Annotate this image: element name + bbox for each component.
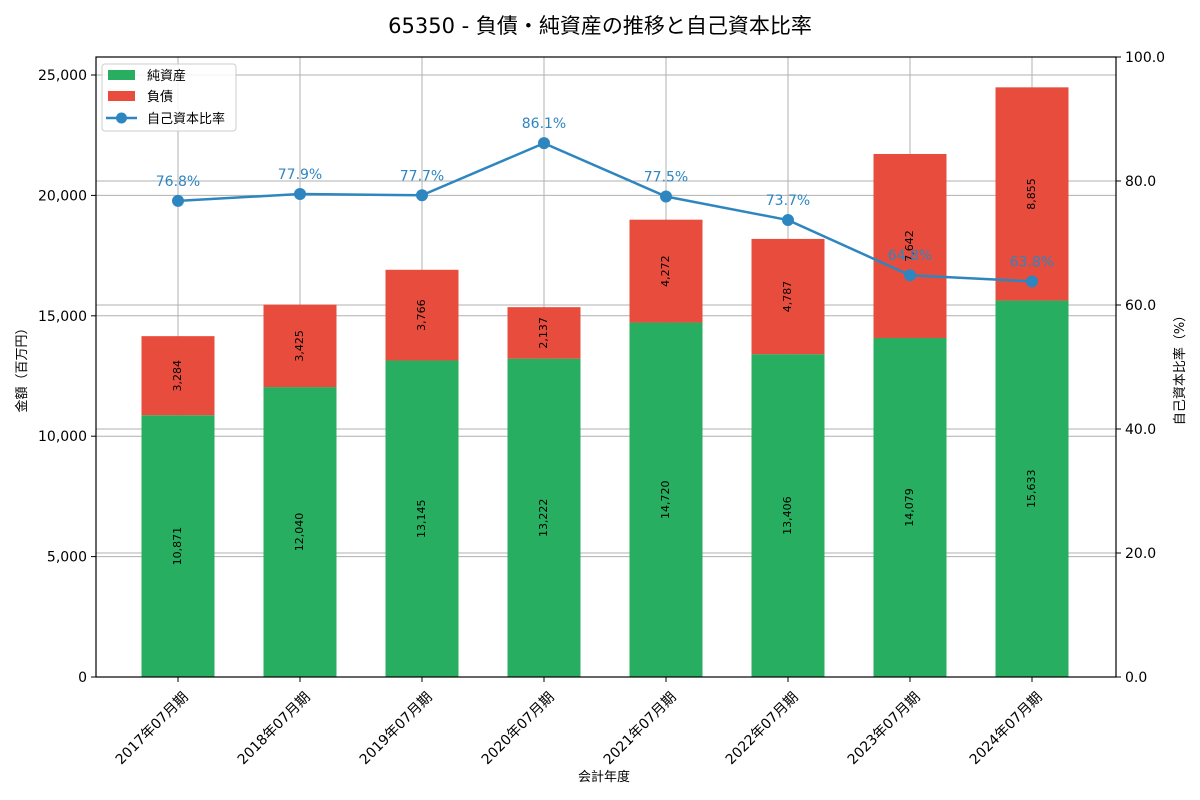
- bar-label-net-assets: 14,079: [903, 488, 916, 527]
- x-tick-label: 2018年07月期: [235, 689, 314, 768]
- bar-net-assets: [751, 354, 825, 677]
- y2-tick-label: 0.0: [1125, 670, 1147, 686]
- y2-axis-label: 自己資本比率（%）: [1172, 309, 1188, 425]
- bar-label-liabilities: 4,272: [659, 255, 672, 287]
- bar-label-liabilities: 8,855: [1025, 178, 1038, 210]
- equity-ratio-marker: [904, 269, 916, 282]
- equity-ratio-label: 86.1%: [522, 116, 566, 132]
- bar-net-assets: [995, 300, 1069, 677]
- y-tick-label: 15,000: [38, 309, 87, 325]
- bar-label-net-assets: 14,720: [659, 481, 672, 520]
- x-tick-label: 2023年07月期: [845, 689, 924, 768]
- bar-label-net-assets: 13,222: [537, 499, 550, 538]
- plot-frame: [95, 56, 1117, 678]
- equity-ratio-marker: [538, 137, 550, 150]
- x-tick-label: 2020年07月期: [479, 689, 558, 768]
- equity-ratio-label: 63.8%: [1010, 254, 1054, 270]
- bar-net-assets: [629, 322, 703, 677]
- x-tick-label: 2024年07月期: [967, 689, 1046, 768]
- bar-label-liabilities: 3,425: [293, 330, 306, 362]
- y2-tick-label: 80.0: [1125, 174, 1156, 190]
- y-tick-label: 25,000: [38, 68, 87, 84]
- chart-title: 65350 - 負債・純資産の推移と自己資本比率: [388, 14, 812, 38]
- y-tick-label: 0: [78, 670, 87, 686]
- bar-label-net-assets: 13,406: [781, 496, 794, 535]
- equity-ratio-line: [177, 141, 1033, 283]
- equity-ratio-marker: [782, 214, 794, 227]
- equity-ratio-label: 77.9%: [278, 167, 322, 183]
- equity-ratio-label: 77.7%: [400, 168, 444, 184]
- y2-tick-label: 40.0: [1125, 422, 1156, 438]
- equity-ratio-marker: [172, 194, 184, 207]
- bar-liabilities: [263, 304, 337, 388]
- equity-ratio-label: 77.5%: [644, 170, 688, 186]
- x-tick-label: 2019年07月期: [357, 689, 436, 768]
- bar-label-net-assets: 10,871: [171, 527, 184, 566]
- bar-liabilities: [995, 87, 1069, 301]
- x-axis-label: 会計年度: [578, 769, 630, 785]
- bar-liabilities: [141, 336, 215, 416]
- bar-label-liabilities: 3,766: [415, 299, 428, 331]
- bar-liabilities: [751, 238, 825, 355]
- y2-tick-label: 20.0: [1125, 546, 1156, 562]
- equity-ratio-label: 73.7%: [766, 193, 810, 209]
- y-tick-label: 10,000: [38, 429, 87, 445]
- x-tick-label: 2022年07月期: [723, 689, 802, 768]
- y2-tick-label: 100.0: [1125, 50, 1165, 66]
- bar-label-liabilities: 7,642: [903, 230, 916, 262]
- legend-swatch-net-assets: [108, 70, 135, 80]
- equity-ratio-marker: [660, 190, 672, 203]
- bar-net-assets: [873, 337, 947, 677]
- y-axis-label: 金額（百万円）: [14, 321, 30, 412]
- equity-ratio-marker: [1026, 275, 1038, 288]
- bar-liabilities: [507, 307, 581, 359]
- legend-label-liabilities: 負債: [147, 90, 173, 105]
- equity-ratio-marker: [294, 188, 306, 201]
- bar-net-assets: [141, 415, 215, 677]
- bar-net-assets: [507, 358, 581, 677]
- bar-liabilities: [873, 153, 947, 338]
- legend-swatch-liabilities: [108, 91, 135, 101]
- legend-box: [101, 63, 237, 132]
- bar-label-net-assets: 15,633: [1025, 470, 1038, 509]
- equity-ratio-marker: [416, 189, 428, 202]
- bar-label-net-assets: 13,145: [415, 499, 428, 538]
- x-tick-label: 2021年07月期: [601, 689, 680, 768]
- x-tick-label: 2017年07月期: [113, 689, 192, 768]
- bar-label-net-assets: 12,040: [293, 513, 306, 552]
- y-tick-label: 20,000: [38, 188, 87, 204]
- equity-ratio-label: 64.8%: [888, 248, 932, 264]
- legend-marker-equity-ratio: [116, 112, 127, 124]
- equity-ratio-label: 76.8%: [156, 174, 200, 190]
- bar-net-assets: [263, 387, 337, 677]
- legend-label-net-assets: 純資産: [147, 68, 186, 84]
- bar-label-liabilities: 4,787: [781, 281, 794, 313]
- bar-label-liabilities: 2,137: [537, 317, 550, 349]
- y2-tick-label: 60.0: [1125, 298, 1156, 314]
- bar-net-assets: [385, 360, 459, 677]
- legend-label-equity-ratio: 自己資本比率: [147, 111, 225, 127]
- bar-liabilities: [385, 269, 459, 361]
- bar-label-liabilities: 3,284: [171, 360, 184, 392]
- y-tick-label: 5,000: [47, 550, 87, 566]
- bar-liabilities: [629, 219, 703, 323]
